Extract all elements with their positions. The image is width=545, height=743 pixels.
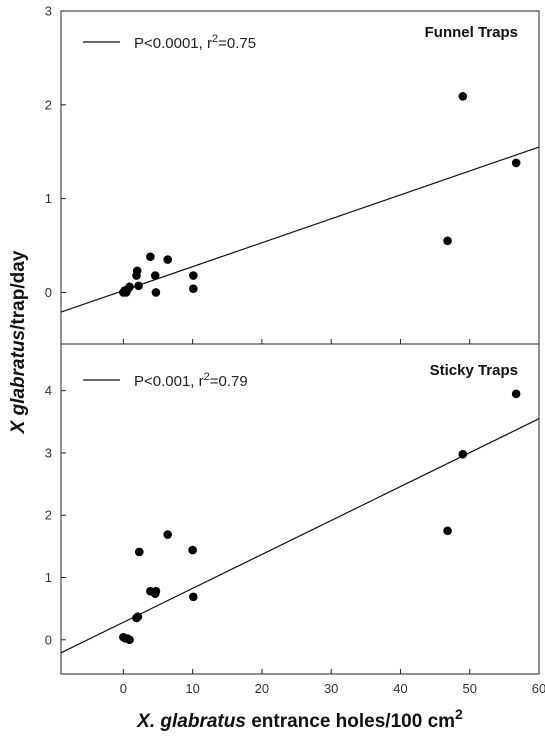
x-tick-label: 50 bbox=[462, 681, 476, 696]
sticky-legend-text: P<0.001, r2=0.79 bbox=[134, 371, 248, 390]
funnel-y-tick-label: 2 bbox=[45, 97, 52, 112]
sticky-plot-frame bbox=[60, 343, 540, 675]
funnel-x-axis bbox=[122, 339, 540, 344]
sticky-data-point bbox=[133, 612, 143, 622]
x-tick-label: 60 bbox=[532, 681, 545, 696]
x-tick-label: 10 bbox=[185, 681, 199, 696]
sticky-data-point bbox=[511, 389, 521, 399]
sticky-data-point bbox=[188, 545, 197, 555]
sticky-data-point bbox=[151, 586, 161, 596]
sticky-data-point bbox=[443, 526, 452, 536]
sticky-data-point bbox=[134, 547, 144, 557]
sticky-data-point bbox=[163, 530, 172, 539]
funnel-data-point bbox=[134, 281, 143, 291]
sticky-panel-title: Sticky Traps bbox=[430, 362, 518, 379]
funnel-data-point bbox=[150, 271, 160, 280]
sticky-y-axis: 0 1 2 3 4 bbox=[45, 383, 66, 647]
sticky-y-tick-label: 1 bbox=[45, 570, 52, 585]
funnel-data-points bbox=[119, 92, 521, 297]
sticky-traps-panel: 0 1 2 3 4 0 10 20 30 40 50 60 P<0.001, r2=0.79 Sti… bbox=[45, 343, 545, 696]
sticky-y-tick-label: 4 bbox=[45, 383, 52, 398]
sticky-y-tick-label: 0 bbox=[45, 632, 52, 647]
sticky-data-point bbox=[189, 592, 198, 602]
sticky-x-axis: 0 10 20 30 40 50 60 bbox=[120, 669, 545, 696]
sticky-data-point bbox=[458, 449, 468, 459]
funnel-data-point bbox=[146, 252, 155, 262]
funnel-data-point bbox=[132, 266, 142, 276]
funnel-legend-text: P<0.0001, r2=0.75 bbox=[134, 33, 256, 52]
funnel-y-tick-label: 3 bbox=[45, 4, 52, 19]
sticky-y-tick-label: 2 bbox=[45, 508, 52, 523]
sticky-data-points bbox=[119, 389, 521, 645]
funnel-data-point bbox=[443, 236, 452, 246]
sticky-y-tick-label: 3 bbox=[45, 445, 52, 460]
x-tick-label: 0 bbox=[120, 681, 127, 696]
funnel-data-point bbox=[189, 271, 198, 280]
funnel-traps-panel: 0 1 2 3 P<0.0001, r2=0.75 Funnel Traps bbox=[45, 4, 540, 345]
funnel-y-axis: 0 1 2 3 bbox=[45, 4, 66, 300]
funnel-plot-frame bbox=[60, 10, 540, 345]
funnel-data-point bbox=[163, 255, 172, 264]
x-tick-label: 40 bbox=[393, 681, 407, 696]
x-tick-label: 20 bbox=[255, 681, 269, 696]
funnel-y-tick-label: 1 bbox=[45, 191, 52, 206]
funnel-panel-title: Funnel Traps bbox=[425, 24, 518, 41]
funnel-y-tick-label: 0 bbox=[45, 285, 52, 300]
y-axis-label: X glabratus/trap/day bbox=[8, 250, 29, 434]
funnel-data-point bbox=[458, 92, 468, 101]
funnel-data-point bbox=[125, 282, 134, 292]
funnel-data-point bbox=[151, 288, 161, 297]
x-tick-label: 30 bbox=[324, 681, 338, 696]
funnel-data-point bbox=[511, 158, 521, 168]
funnel-data-point bbox=[189, 284, 198, 293]
sticky-data-point bbox=[125, 635, 134, 645]
x-axis-label: X. glabratus entrance holes/100 cm2 bbox=[136, 706, 463, 732]
